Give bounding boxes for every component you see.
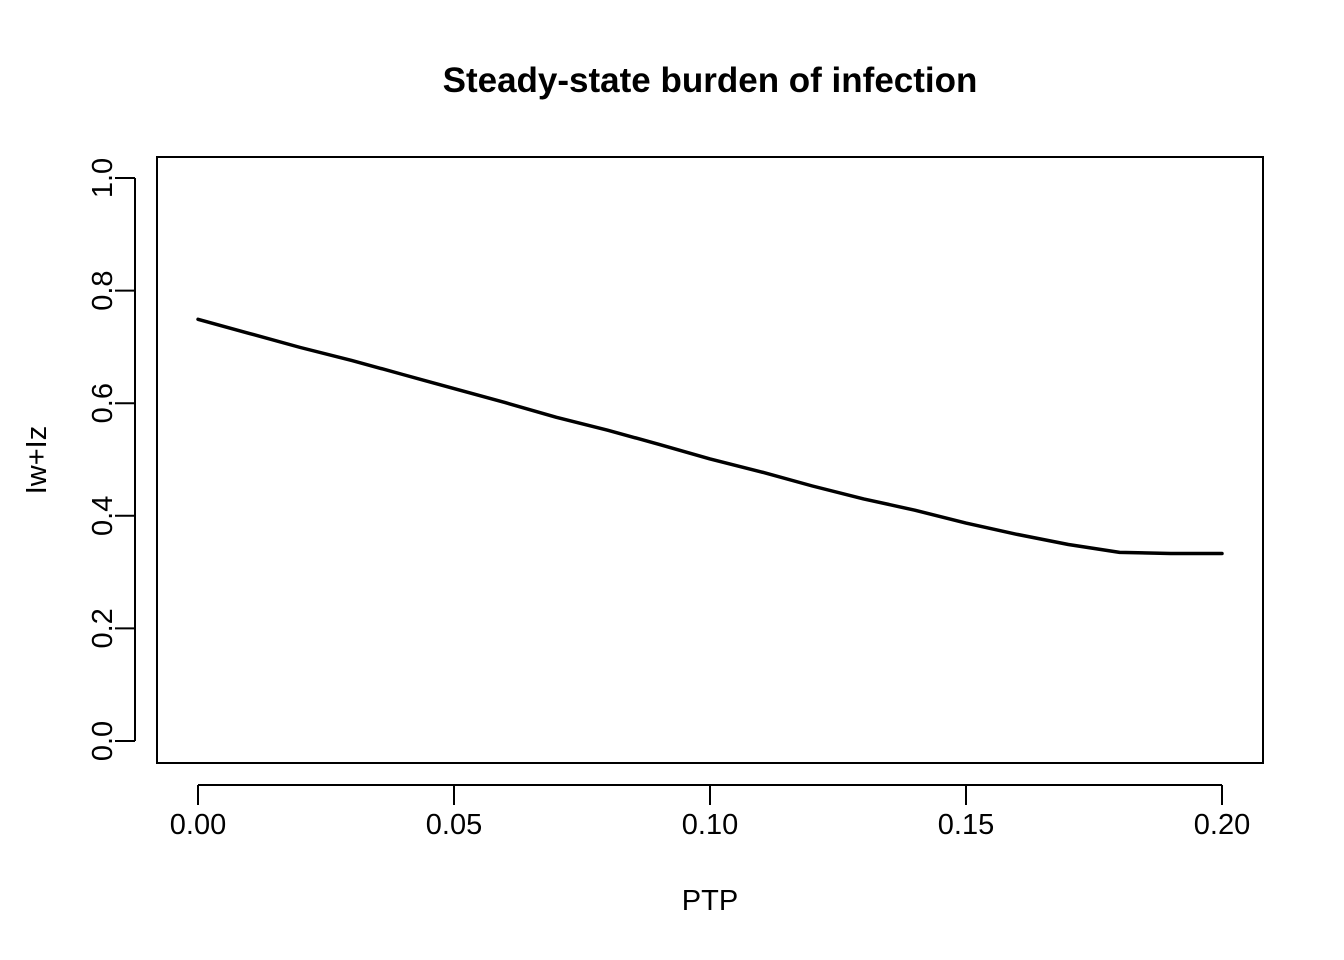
series-group (196, 317, 1224, 556)
y-axis-label: Iw+Iz (21, 426, 53, 495)
x-axis-label: PTP (682, 885, 738, 917)
x-tick-label: 0.15 (938, 809, 994, 841)
x-tick-label: 0.00 (170, 809, 226, 841)
x-tick-label: 0.20 (1194, 809, 1250, 841)
y-tick-label: 1.0 (87, 158, 119, 198)
chart-title: Steady-state burden of infection (443, 61, 978, 100)
x-axis: 0.00 0.05 0.10 0.15 0.20 (170, 784, 1250, 841)
plot-frame (156, 156, 1264, 764)
x-tick-label: 0.05 (426, 809, 482, 841)
y-tick-label: 0.0 (87, 721, 119, 761)
y-axis: 0.0 0.2 0.4 0.6 0.8 1.0 (87, 158, 136, 761)
series-line-0 (196, 317, 1224, 556)
y-tick-label: 0.6 (87, 383, 119, 423)
x-tick-label: 0.10 (682, 809, 738, 841)
y-tick-label: 0.4 (87, 496, 119, 536)
y-tick-label: 0.8 (87, 270, 119, 310)
y-tick-label: 0.2 (87, 608, 119, 648)
